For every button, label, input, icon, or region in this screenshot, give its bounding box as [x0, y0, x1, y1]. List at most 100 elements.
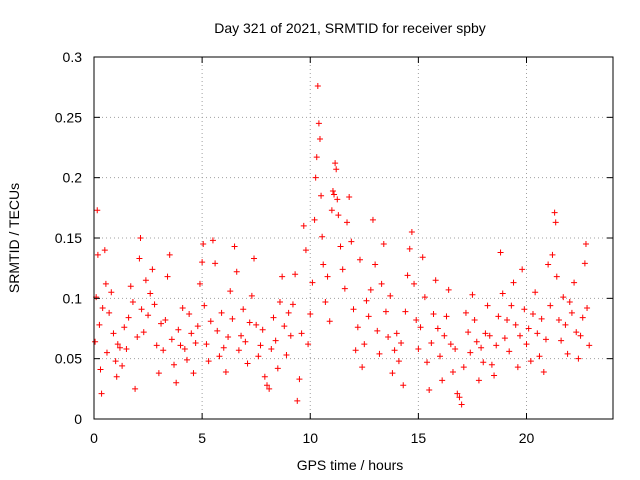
data-point — [121, 324, 128, 331]
data-point — [454, 390, 461, 397]
data-point — [532, 289, 539, 296]
data-point — [443, 313, 450, 320]
data-point — [553, 273, 560, 280]
data-point — [415, 346, 422, 353]
data-point — [98, 390, 105, 397]
data-point — [186, 311, 193, 318]
data-point — [573, 329, 580, 336]
data-point — [123, 346, 130, 353]
data-point — [337, 243, 344, 250]
data-point — [216, 353, 223, 360]
data-point — [92, 338, 99, 345]
data-point — [389, 370, 396, 377]
data-point — [116, 344, 123, 351]
data-point — [322, 298, 329, 305]
data-point — [424, 359, 431, 366]
data-point — [486, 332, 493, 339]
data-point — [445, 286, 452, 293]
data-point — [302, 247, 309, 254]
data-point — [372, 261, 379, 268]
data-point — [315, 120, 322, 127]
data-point — [242, 338, 249, 345]
data-point — [222, 368, 229, 375]
data-point — [166, 251, 173, 258]
data-point — [313, 154, 320, 161]
data-point — [229, 315, 236, 322]
data-point — [190, 370, 197, 377]
y-tick-label: 0.15 — [55, 230, 82, 246]
data-point — [248, 292, 255, 299]
data-point — [214, 327, 221, 334]
data-point — [240, 306, 247, 313]
data-point — [339, 266, 346, 273]
data-point — [493, 342, 500, 349]
data-point — [456, 394, 463, 401]
data-point — [478, 344, 485, 351]
data-point — [549, 251, 556, 258]
data-point — [519, 266, 526, 273]
data-point — [296, 376, 303, 383]
data-point — [506, 348, 513, 355]
data-point — [501, 335, 508, 342]
data-point — [430, 311, 437, 318]
data-point — [484, 302, 491, 309]
data-point — [354, 324, 361, 331]
data-point — [406, 245, 413, 252]
data-point — [439, 377, 446, 384]
data-point — [359, 364, 366, 371]
data-point — [514, 364, 521, 371]
data-point — [94, 251, 101, 258]
data-point — [579, 314, 586, 321]
data-point — [106, 309, 113, 316]
data-point — [465, 329, 472, 336]
data-point — [404, 272, 411, 279]
data-point — [402, 308, 409, 315]
data-point — [231, 243, 238, 250]
data-point — [181, 346, 188, 353]
data-point — [344, 219, 351, 226]
data-point — [311, 216, 318, 223]
data-point — [287, 332, 294, 339]
data-point — [162, 317, 169, 324]
data-point — [147, 290, 154, 297]
data-point — [488, 361, 495, 368]
data-point — [419, 254, 426, 261]
data-point — [428, 339, 435, 346]
data-point — [334, 196, 341, 203]
data-point — [365, 313, 372, 320]
data-point — [279, 273, 286, 280]
data-point — [469, 291, 476, 298]
data-point — [480, 359, 487, 366]
data-point — [542, 336, 549, 343]
data-point — [460, 364, 467, 371]
data-point — [300, 222, 307, 229]
data-point — [558, 337, 565, 344]
data-point — [183, 356, 190, 363]
data-point — [356, 256, 363, 263]
data-point — [276, 298, 283, 305]
data-point — [173, 379, 180, 386]
data-point — [309, 279, 316, 286]
data-point — [352, 347, 359, 354]
data-point — [491, 372, 498, 379]
data-point — [137, 235, 144, 241]
data-point — [577, 332, 584, 339]
data-point — [393, 330, 400, 337]
data-point — [218, 309, 225, 316]
data-point — [499, 290, 506, 297]
data-point — [238, 332, 245, 339]
data-point — [521, 306, 528, 313]
data-point — [471, 317, 478, 324]
y-tick-label: 0.3 — [63, 49, 83, 65]
data-point — [400, 382, 407, 389]
x-tick-label: 5 — [198, 430, 206, 446]
y-tick-label: 0.05 — [55, 351, 82, 367]
data-point — [235, 347, 242, 354]
data-point — [497, 249, 504, 256]
data-point — [155, 370, 162, 377]
data-point — [348, 238, 355, 245]
data-point — [127, 283, 134, 290]
data-point — [408, 228, 415, 235]
data-point — [510, 279, 517, 286]
